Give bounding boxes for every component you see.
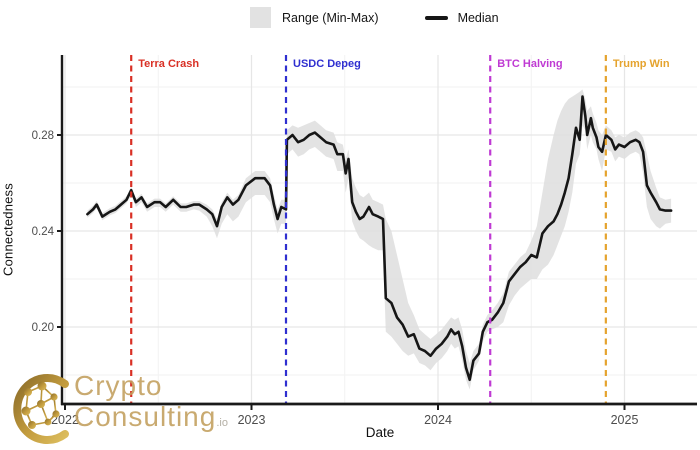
y-tick-label: 0.28 (32, 130, 54, 142)
range-band-swatch (250, 7, 271, 28)
median-line (86, 95, 673, 382)
x-tick-label: 2023 (238, 413, 266, 427)
legend: Range (Min-Max) Median (250, 7, 499, 28)
x-tick-label: 2022 (51, 413, 79, 427)
x-tick-label: 2024 (424, 413, 452, 427)
event-label: Terra Crash (138, 58, 199, 70)
legend-range-label: Range (Min-Max) (282, 10, 379, 25)
y-tick-label: 0.20 (32, 322, 54, 334)
median-line-swatch (424, 15, 448, 20)
event-label: BTC Halving (497, 58, 562, 70)
range-band (87, 89, 672, 390)
x-axis-title: Date (365, 425, 395, 440)
event-label: USDC Depeg (293, 58, 361, 70)
legend-median-label: Median (457, 10, 499, 25)
x-tick-label: 2025 (611, 413, 639, 427)
event-label: Trump Win (613, 58, 670, 70)
y-tick-label: 0.24 (32, 226, 55, 238)
y-axis-title: Connectedness (0, 183, 16, 276)
